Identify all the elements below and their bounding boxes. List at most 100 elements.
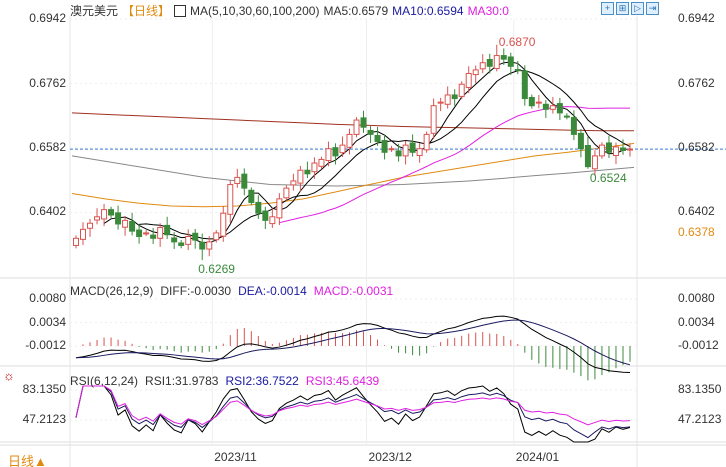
candle-body	[283, 187, 290, 199]
ma200-line	[71, 112, 634, 132]
macd-diff: DIFF:-0.0030	[160, 284, 232, 298]
candle-body	[199, 241, 206, 250]
macd-value: MACD:-0.0031	[313, 284, 394, 298]
candle-body	[241, 173, 248, 189]
candle-body	[206, 241, 213, 250]
ma-value-label: 0.6378	[678, 225, 715, 239]
settings-icon[interactable]: ☼	[3, 368, 15, 383]
candle-body	[374, 134, 381, 143]
candle-body	[353, 119, 360, 135]
candle-body	[171, 237, 178, 243]
candle-body	[598, 144, 605, 157]
candle-body	[479, 62, 486, 70]
zoom-out-icon[interactable]: ▷	[631, 2, 644, 15]
candle-body	[570, 117, 577, 135]
candle-body	[388, 148, 395, 151]
candle-body	[451, 94, 458, 100]
candle-body	[528, 96, 535, 107]
dea-line	[75, 319, 631, 366]
candle-body	[150, 234, 157, 239]
diff-line	[75, 315, 631, 374]
ma30-line	[279, 106, 631, 224]
period-label: 【日线】	[122, 4, 171, 18]
candle-body	[521, 70, 528, 100]
low-annotation: 0.6269	[198, 262, 235, 277]
price-tick-left: 0.6942	[29, 11, 66, 25]
candle-body	[311, 162, 318, 173]
candle-body	[584, 144, 591, 168]
rsi-label: RSI(6,12,24)	[70, 374, 139, 388]
candle-body	[605, 142, 612, 153]
candle-body	[192, 232, 199, 241]
candle-body	[185, 236, 192, 245]
candle-body	[395, 150, 402, 157]
ma-settings-icon[interactable]	[174, 4, 187, 17]
candle-body	[304, 169, 311, 175]
rsi-tick-left: 47.2123	[22, 412, 66, 426]
candle-body	[556, 103, 563, 114]
forward-icon[interactable]: ⇥	[646, 2, 659, 15]
candle-body	[458, 83, 465, 97]
candle-body	[381, 139, 388, 153]
candle-body	[262, 210, 269, 221]
crosshair-icon[interactable]: +	[601, 2, 614, 15]
ma-label: MA(5,10,30,60,100,200)	[190, 3, 320, 18]
candle-body	[234, 176, 241, 184]
candle-body	[612, 146, 619, 157]
candle-body	[157, 227, 164, 239]
candle-body	[73, 237, 79, 246]
candle-body	[94, 216, 101, 221]
rsi-tick-right: 83.1350	[678, 381, 722, 396]
symbol-title: 澳元美元	[70, 4, 119, 18]
candle-body	[248, 189, 255, 203]
candle-body	[115, 212, 122, 225]
candle-body	[402, 144, 409, 157]
price-tick-left: 0.6582	[29, 140, 66, 154]
price-tick-right: 0.6582	[678, 140, 715, 154]
ma5-line	[103, 61, 631, 244]
high-annotation: 0.6870	[498, 34, 536, 49]
candle-body	[591, 155, 598, 170]
rsi2-value: RSI2:36.7522	[225, 374, 299, 388]
candle-body	[346, 133, 353, 148]
candle-body	[416, 148, 423, 157]
candle-body	[164, 224, 171, 236]
candle-body	[276, 198, 283, 219]
rsi2-line	[75, 385, 631, 439]
candle-body	[220, 212, 227, 237]
macd-header: MACD(26,12,9) DIFF:-0.0030 DEA:-0.0014 M…	[70, 284, 393, 298]
candle-body	[269, 216, 276, 225]
zoom-in-icon[interactable]: ⊞	[616, 2, 629, 15]
candle-body	[619, 147, 626, 152]
macd-tick-left: 0.0034	[29, 314, 66, 329]
rsi1-line	[75, 385, 631, 443]
candle-body	[472, 69, 479, 76]
candle-body	[108, 209, 115, 216]
price-tick-right: 0.6942	[678, 11, 715, 25]
macd-tick-right: -0.0012	[678, 338, 719, 352]
candle-body	[627, 148, 633, 151]
macd-tick-left: 0.0080	[29, 291, 66, 305]
candle-body	[367, 129, 374, 135]
candle-body	[360, 117, 367, 128]
ma60-line	[71, 142, 635, 208]
candle-body	[87, 222, 94, 229]
rsi3-value: RSI3:45.6439	[305, 374, 380, 388]
macd-tick-right: 0.0034	[678, 314, 715, 329]
candle-body	[178, 242, 185, 246]
rsi1-value: RSI1:31.9783	[145, 374, 219, 388]
candle-body	[290, 180, 297, 186]
candle-body	[430, 105, 437, 134]
candle-body	[542, 103, 549, 110]
candle-body	[507, 56, 514, 67]
candle-body	[437, 101, 444, 104]
price-tick-left: 0.6402	[29, 204, 66, 219]
price-tick-right: 0.6762	[678, 75, 715, 90]
period-button[interactable]: 日线▲	[8, 454, 47, 467]
candle-body	[535, 101, 542, 104]
candle-body	[465, 72, 472, 88]
date-tick: 2023/12	[368, 450, 412, 464]
ma30-value: MA30:0	[467, 3, 509, 18]
